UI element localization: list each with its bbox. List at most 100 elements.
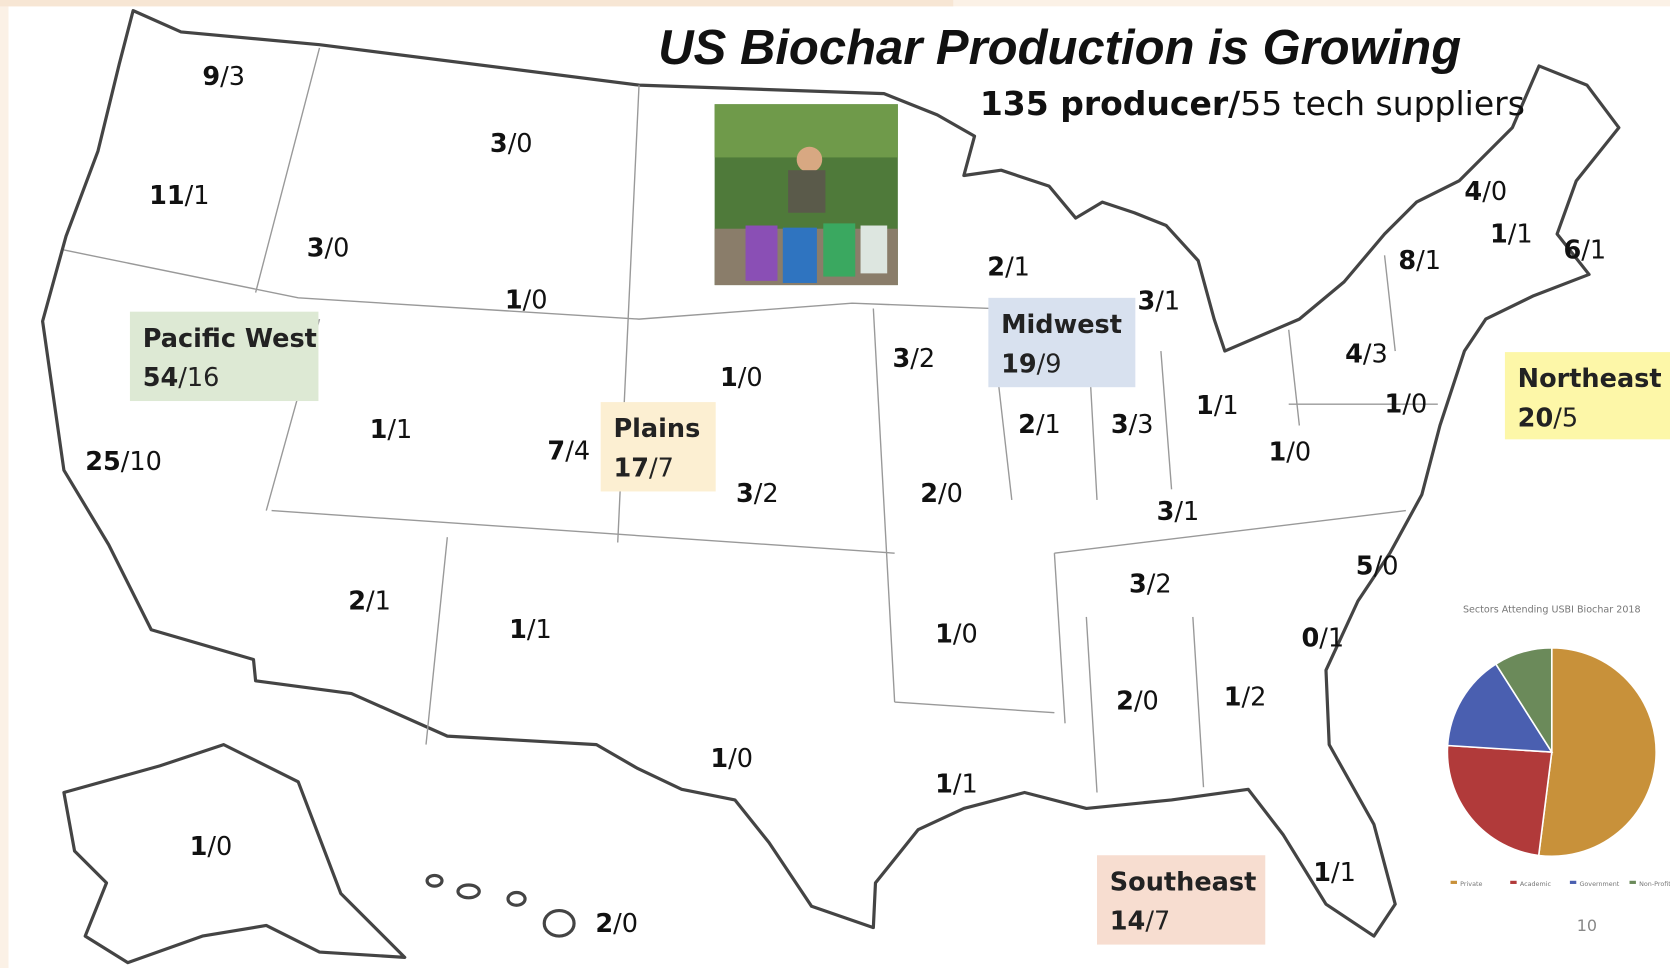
region-count-suppliers: /5 <box>1553 404 1578 434</box>
region-count-producers: 19 <box>1001 349 1037 379</box>
region-count-producers: 54 <box>143 363 179 393</box>
state-count-producers: 2 <box>987 253 1005 283</box>
state-count-suppliers: /1 <box>1416 246 1441 276</box>
legend-swatch <box>1570 881 1576 884</box>
legend-label: Government <box>1579 880 1619 888</box>
state-count-producers: 3 <box>490 129 508 159</box>
state-count-suppliers: /0 <box>1402 390 1427 420</box>
state-count: 2/1 <box>1018 410 1061 440</box>
state-count: 9/3 <box>202 62 245 92</box>
region-count-suppliers: /7 <box>649 454 674 484</box>
state-count-suppliers: /1 <box>185 181 210 211</box>
state-count: 7/4 <box>547 437 590 467</box>
state-count-producers: 1 <box>710 744 728 774</box>
state-count-suppliers: /0 <box>325 233 350 263</box>
state-count-producers: 4 <box>1464 177 1482 207</box>
state-count-suppliers: /2 <box>754 479 779 509</box>
state-count: 2/0 <box>920 479 963 509</box>
state-count-suppliers: /1 <box>1036 410 1061 440</box>
state-count-producers: 8 <box>1398 246 1416 276</box>
state-count-suppliers: /3 <box>220 62 245 92</box>
region-count: 14/7 <box>1110 907 1170 937</box>
state-count-producers: 1 <box>1385 390 1403 420</box>
state-count-producers: 1 <box>1268 438 1286 468</box>
state-count-suppliers: /10 <box>121 447 162 477</box>
region-count-suppliers: /7 <box>1145 907 1170 937</box>
state-count: 1/0 <box>190 832 233 862</box>
state-count: 2/1 <box>987 253 1030 283</box>
subtitle-bold: 135 producer/ <box>980 84 1241 123</box>
region-count-producers: 14 <box>1110 907 1146 937</box>
state-count: 3/1 <box>1157 497 1200 527</box>
state-count-producers: 11 <box>149 181 185 211</box>
state-count-suppliers: /1 <box>1174 497 1199 527</box>
state-count-suppliers: /0 <box>1134 687 1159 717</box>
state-count-suppliers: /0 <box>613 909 638 939</box>
slide: US Biochar Production is Growing 135 pro… <box>0 0 1670 968</box>
state-count: 1/1 <box>1196 391 1239 421</box>
state-count-producers: 3 <box>1111 410 1129 440</box>
legend-swatch <box>1451 881 1457 884</box>
state-count-producers: 1 <box>1224 682 1242 712</box>
region-count-suppliers: /9 <box>1037 349 1062 379</box>
subtitle: 135 producer/55 tech suppliers <box>980 84 1525 123</box>
title: US Biochar Production is Growing <box>658 21 1461 75</box>
state-count: 1/0 <box>720 363 763 393</box>
state-count: 3/1 <box>1137 287 1180 317</box>
legend-swatch <box>1630 881 1636 884</box>
state-count: 5/0 <box>1356 551 1399 581</box>
state-count-producers: 2 <box>1018 410 1036 440</box>
state-count: 1/2 <box>1224 682 1267 712</box>
state-count-suppliers: /2 <box>1147 570 1172 600</box>
state-count: 3/3 <box>1111 410 1154 440</box>
state-count-producers: 1 <box>505 285 523 315</box>
region-count: 17/7 <box>613 454 673 484</box>
state-count: 1/1 <box>509 615 552 645</box>
state-count-producers: 1 <box>720 363 738 393</box>
state-count: 3/2 <box>1129 570 1172 600</box>
state-count-producers: 3 <box>736 479 754 509</box>
state-count: 25/10 <box>85 447 162 477</box>
state-count: 0/1 <box>1301 624 1344 654</box>
state-count-producers: 1 <box>935 620 953 650</box>
legend-swatch <box>1510 881 1516 884</box>
state-count-producers: 9 <box>202 62 220 92</box>
state-count-suppliers: /1 <box>366 587 391 617</box>
region-name: Plains <box>613 414 700 444</box>
state-count-suppliers: /0 <box>938 479 963 509</box>
state-count: 1/0 <box>710 744 753 774</box>
state-count: 1/1 <box>1313 858 1356 888</box>
region-count-suppliers: /16 <box>178 363 219 393</box>
state-count-producers: 1 <box>509 615 527 645</box>
state-count-producers: 0 <box>1301 624 1319 654</box>
subtitle-rest: 55 tech suppliers <box>1240 84 1525 123</box>
state-count-suppliers: /0 <box>1482 177 1507 207</box>
state-count-suppliers: /2 <box>910 344 935 374</box>
state-count-producers: 7 <box>547 437 565 467</box>
state-count-suppliers: /0 <box>738 363 763 393</box>
state-count-producers: 1 <box>1313 858 1331 888</box>
state-count-producers: 1 <box>190 832 208 862</box>
state-count-suppliers: /0 <box>508 129 533 159</box>
state-count: 4/0 <box>1464 177 1507 207</box>
legend-label: Academic <box>1520 880 1552 888</box>
state-count-producers: 6 <box>1563 236 1581 266</box>
state-count-producers: 4 <box>1345 340 1363 370</box>
state-count: 11/1 <box>149 181 209 211</box>
state-count-producers: 3 <box>1129 570 1147 600</box>
state-count: 8/1 <box>1398 246 1441 276</box>
legend-label: Private <box>1460 880 1482 888</box>
state-count-suppliers: /1 <box>527 615 552 645</box>
state-count-suppliers: /3 <box>1363 340 1388 370</box>
state-count-suppliers: /1 <box>1581 236 1606 266</box>
state-count: 3/0 <box>490 129 533 159</box>
legend-label: Non-Profit <box>1639 880 1670 888</box>
state-count-producers: 25 <box>85 447 121 477</box>
state-count-suppliers: /0 <box>1374 551 1399 581</box>
state-count-producers: 2 <box>1116 687 1134 717</box>
garden-photo <box>715 104 898 285</box>
state-count-producers: 2 <box>348 587 366 617</box>
region-count: 20/5 <box>1518 404 1578 434</box>
state-count-producers: 1 <box>1490 220 1508 250</box>
state-count-suppliers: /1 <box>953 769 978 799</box>
